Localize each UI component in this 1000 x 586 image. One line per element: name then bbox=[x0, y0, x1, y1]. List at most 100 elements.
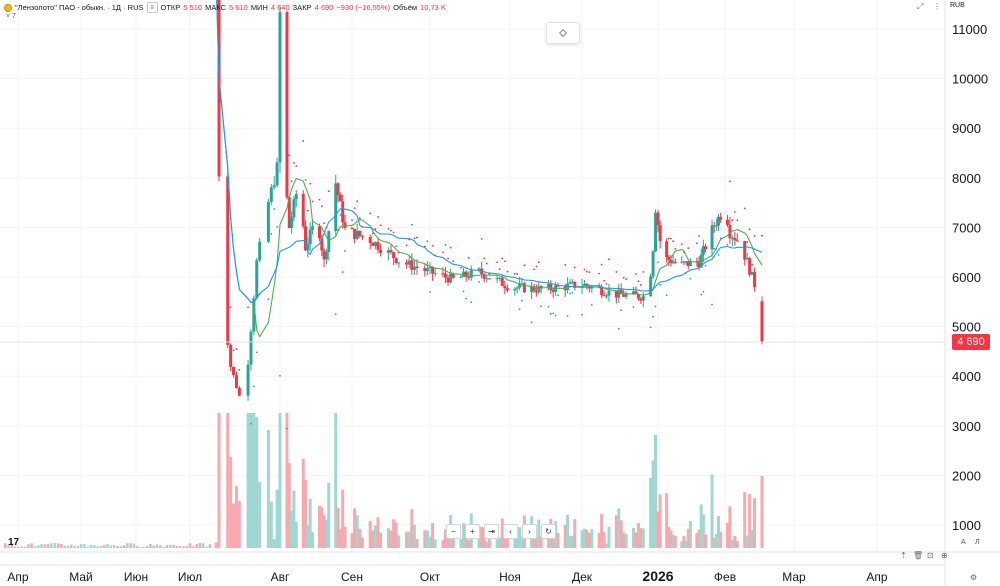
candle-body bbox=[573, 281, 577, 288]
candle-body bbox=[425, 268, 429, 272]
volume-bar bbox=[415, 538, 419, 548]
moving-average-slow bbox=[216, 0, 763, 304]
candle-body bbox=[634, 291, 638, 295]
volume-bar bbox=[753, 498, 757, 548]
reset-chart-button[interactable]: ↻ bbox=[541, 524, 556, 539]
volume-bar bbox=[56, 543, 60, 548]
reset-zoom-button[interactable]: ⇥ bbox=[484, 524, 499, 539]
compare-icon[interactable]: ⇡ bbox=[900, 551, 907, 560]
time-tick-label: Май bbox=[69, 570, 93, 584]
candle-body bbox=[699, 254, 703, 268]
diamond-drag-icon[interactable]: ⬦ bbox=[546, 22, 580, 44]
candle-body bbox=[443, 273, 447, 278]
symbol-legend: "Лензолото" ПАО - обыкн. · 1Д · RUS ≡ ОТ… bbox=[4, 2, 446, 13]
trash-icon[interactable]: 🗑 bbox=[913, 551, 924, 560]
volume-bar bbox=[73, 546, 76, 548]
volume-bar bbox=[341, 489, 345, 548]
volume-bar bbox=[103, 544, 106, 548]
sar-dot bbox=[496, 261, 498, 264]
volume-bar bbox=[712, 538, 716, 548]
volume-bar bbox=[658, 494, 662, 548]
sar-dot bbox=[255, 351, 258, 354]
candle-body bbox=[459, 276, 463, 278]
sar-dot bbox=[569, 292, 571, 295]
sar-dot bbox=[327, 190, 330, 193]
currency-label[interactable]: RUB bbox=[950, 2, 965, 9]
volume-bar bbox=[33, 546, 37, 548]
volume-label: Объём bbox=[393, 3, 418, 12]
sar-dot bbox=[413, 237, 416, 240]
candle-body bbox=[360, 235, 364, 237]
candle-body bbox=[639, 298, 643, 301]
candle-body bbox=[334, 183, 338, 232]
settings-icon[interactable]: ⊕ bbox=[941, 551, 948, 560]
tradingview-logo-icon[interactable]: 17 bbox=[8, 537, 20, 548]
sar-dot bbox=[288, 154, 291, 157]
sar-dot bbox=[535, 265, 538, 268]
more-icon[interactable]: ⋮ bbox=[933, 2, 941, 11]
expand-icon[interactable]: ⤢ bbox=[917, 2, 924, 11]
sar-dot bbox=[267, 298, 270, 301]
sar-dot bbox=[652, 315, 654, 318]
candle-body bbox=[249, 331, 253, 365]
sar-dot bbox=[323, 222, 326, 225]
candle-body bbox=[464, 271, 468, 277]
volume-bar bbox=[287, 463, 291, 548]
volume-bar bbox=[518, 527, 522, 548]
volume-bar bbox=[7, 545, 10, 548]
candle-body bbox=[719, 216, 723, 220]
sar-dot bbox=[608, 258, 610, 261]
sar-dot bbox=[229, 306, 232, 309]
sar-dot bbox=[431, 244, 434, 247]
symbol-title[interactable]: "Лензолото" ПАО - обыкн. · 1Д · RUS bbox=[15, 3, 144, 12]
gear-icon[interactable]: ⚙ bbox=[970, 573, 978, 582]
volume-bar bbox=[86, 546, 89, 548]
sar-dot bbox=[374, 228, 377, 230]
volume-bar bbox=[368, 520, 372, 548]
time-tick-label: Авг bbox=[271, 570, 290, 584]
candle-body bbox=[658, 225, 662, 242]
volume-bar bbox=[590, 529, 594, 548]
volume-bar bbox=[500, 518, 504, 548]
zoom-in-button[interactable]: + bbox=[465, 524, 480, 539]
candle-body bbox=[355, 230, 359, 239]
volume-bar bbox=[412, 524, 416, 548]
volume-bar bbox=[684, 540, 688, 548]
volume-bar bbox=[79, 544, 83, 548]
scroll-right-button[interactable]: › bbox=[522, 524, 537, 539]
auto-scale-button[interactable]: A bbox=[961, 539, 966, 546]
volume-bar bbox=[563, 525, 567, 548]
log-scale-button[interactable]: Л bbox=[975, 539, 980, 546]
high-value: 5 610 bbox=[229, 3, 248, 12]
volume-bar bbox=[605, 543, 609, 548]
sar-dot bbox=[518, 308, 521, 311]
lock-icon[interactable]: ⊡ bbox=[927, 551, 934, 560]
candle-body bbox=[617, 289, 621, 298]
sar-dot bbox=[547, 305, 550, 308]
volume-bar bbox=[697, 529, 701, 548]
sar-dot bbox=[605, 283, 608, 285]
volume-bar bbox=[195, 544, 198, 548]
volume-bar bbox=[717, 516, 721, 548]
indicators-toggle[interactable]: ˅ 7 bbox=[6, 13, 16, 20]
volume-bar bbox=[641, 528, 645, 548]
sar-dot bbox=[685, 272, 687, 274]
time-tick-label: Июл bbox=[178, 570, 202, 584]
candle-body bbox=[684, 261, 688, 263]
volume-bar bbox=[301, 458, 305, 548]
candle-body bbox=[469, 269, 473, 278]
candle-body bbox=[392, 252, 396, 259]
volume-bar bbox=[327, 482, 331, 548]
candle-body bbox=[272, 185, 276, 188]
sar-dot bbox=[733, 211, 736, 213]
legend-menu-icon[interactable]: ≡ bbox=[146, 2, 158, 13]
price-tick-label: 2000 bbox=[952, 468, 981, 483]
indicators-count: 7 bbox=[12, 13, 16, 20]
volume-bar bbox=[172, 544, 175, 548]
sar-dot bbox=[674, 248, 677, 250]
zoom-out-button[interactable]: − bbox=[446, 524, 461, 539]
candle-body bbox=[600, 287, 604, 296]
scroll-left-button[interactable]: ‹ bbox=[503, 524, 518, 539]
sar-dot bbox=[235, 348, 238, 350]
